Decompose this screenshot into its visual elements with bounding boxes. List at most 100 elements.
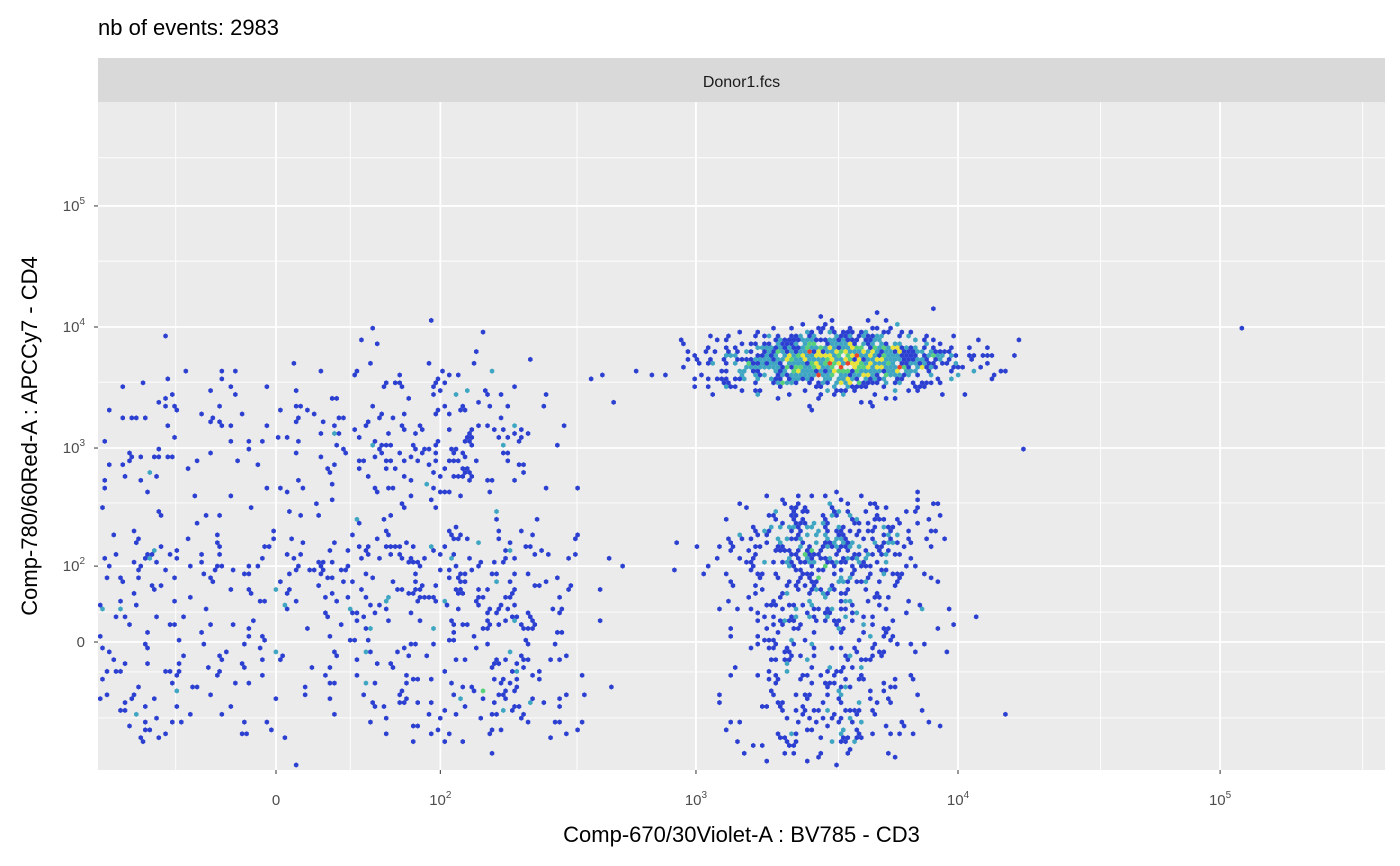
hexbin-cell <box>955 372 961 378</box>
hexbin-cell <box>915 349 920 355</box>
hexbin-cell <box>228 586 234 593</box>
hexbin-cell <box>861 341 866 347</box>
hexbin-cell <box>228 423 234 429</box>
hexbin-cell <box>143 727 148 733</box>
hexbin-cell <box>764 703 769 710</box>
hexbin-cell <box>327 633 333 639</box>
hexbin-cell <box>962 391 968 398</box>
hexbin-cell <box>741 376 747 382</box>
hexbin-cell <box>365 473 371 479</box>
hexbin-cell <box>692 376 697 382</box>
hexbin-cell <box>458 586 463 593</box>
hexbin-cell <box>841 735 846 741</box>
hexbin-cell <box>489 727 495 733</box>
hexbin-cell <box>823 352 828 359</box>
hexbin-cell <box>868 688 873 694</box>
hexbin-cell <box>732 360 738 366</box>
hexbin-cell <box>460 590 466 596</box>
hexbin-cell <box>985 352 990 359</box>
hexbin-cell <box>859 399 864 405</box>
hexbin-cell <box>406 559 411 565</box>
hexbin-cell <box>845 508 851 515</box>
hexbin-cell <box>838 333 844 339</box>
hexbin-cell <box>111 532 117 538</box>
hexbin-cell <box>501 692 506 698</box>
hexbin-cell <box>868 360 873 366</box>
hexbin-cell <box>530 696 535 702</box>
hexbin-cell <box>861 333 866 339</box>
hexbin-cell <box>233 368 238 374</box>
hexbin-cell <box>809 547 815 554</box>
hexbin-cell <box>257 645 263 651</box>
hexbin-cell <box>789 380 794 386</box>
hexbin-cell <box>874 310 880 316</box>
hexbin-cell <box>908 368 914 374</box>
hexbin-cell <box>872 360 878 366</box>
hexbin-cell <box>442 466 448 472</box>
hexbin-cell <box>721 380 727 386</box>
hexbin-cell <box>102 485 108 491</box>
hexbin-cell <box>904 610 909 616</box>
hexbin-cell <box>154 559 159 565</box>
hexbin-cell <box>780 497 785 503</box>
hexbin-cell <box>246 438 252 444</box>
hexbin-cell <box>433 442 438 448</box>
hexbin-cell <box>805 345 810 351</box>
hexbin-cell <box>868 563 873 569</box>
hexbin-cell <box>989 352 995 359</box>
hexbin-cell <box>798 536 803 542</box>
hexbin-cell <box>829 505 835 511</box>
hexbin-cell <box>951 622 956 628</box>
hexbin-cell <box>802 372 808 378</box>
hexbin-cell <box>809 368 815 374</box>
hexbin-cell <box>453 711 459 717</box>
hexbin-cell <box>465 434 470 440</box>
hexbin-cell <box>100 676 105 682</box>
hexbin-cell <box>410 590 416 596</box>
hexbin-cell <box>856 528 862 534</box>
hexbin-cell <box>771 598 776 604</box>
hexbin-cell <box>796 625 801 632</box>
hexbin-cell <box>275 434 281 440</box>
hexbin-cell <box>368 360 373 366</box>
hexbin-cell <box>800 571 806 577</box>
hexbin-cell <box>845 547 851 554</box>
hexbin-cell <box>714 376 720 382</box>
hexbin-cell <box>755 391 760 398</box>
hexbin-cell <box>278 657 283 663</box>
hexbin-cell <box>809 571 815 577</box>
hexbin-cell <box>769 376 774 382</box>
hexbin-cell <box>865 528 871 534</box>
hexbin-cell <box>926 360 932 366</box>
hexbin-cell <box>397 372 402 378</box>
hexbin-cell <box>510 707 515 713</box>
hexbin-cell <box>262 544 267 550</box>
hexbin-cell <box>856 356 862 362</box>
hexbin-cell <box>163 333 168 339</box>
hexbin-cell <box>705 345 711 351</box>
hexbin-cell <box>447 528 452 534</box>
hexbin-cell <box>739 356 745 362</box>
hexbin-cell <box>469 473 475 479</box>
hexbin-cell <box>838 715 844 721</box>
hexbin-cell <box>239 731 245 737</box>
hexbin-cell <box>118 707 123 713</box>
hexbin-cell <box>600 372 605 378</box>
hexbin-cell <box>793 372 799 378</box>
hexbin-cell <box>769 524 774 530</box>
hexbin-cell <box>967 345 972 351</box>
hexbin-cell <box>746 547 751 554</box>
hexbin-cell <box>363 625 369 632</box>
hexbin-cell <box>852 520 857 526</box>
hexbin-cell <box>793 731 799 737</box>
hexbin-cell <box>620 563 625 569</box>
hexbin-cell <box>834 356 839 362</box>
hexbin-cell <box>832 337 837 343</box>
hexbin-cell <box>453 563 459 569</box>
hexbin-cell <box>242 571 247 577</box>
hexbin-cell <box>399 501 405 507</box>
hexbin-cell <box>755 571 760 577</box>
hexbin-cell <box>933 364 938 370</box>
hexbin-cell <box>451 629 457 635</box>
hexbin-cell <box>908 540 914 546</box>
